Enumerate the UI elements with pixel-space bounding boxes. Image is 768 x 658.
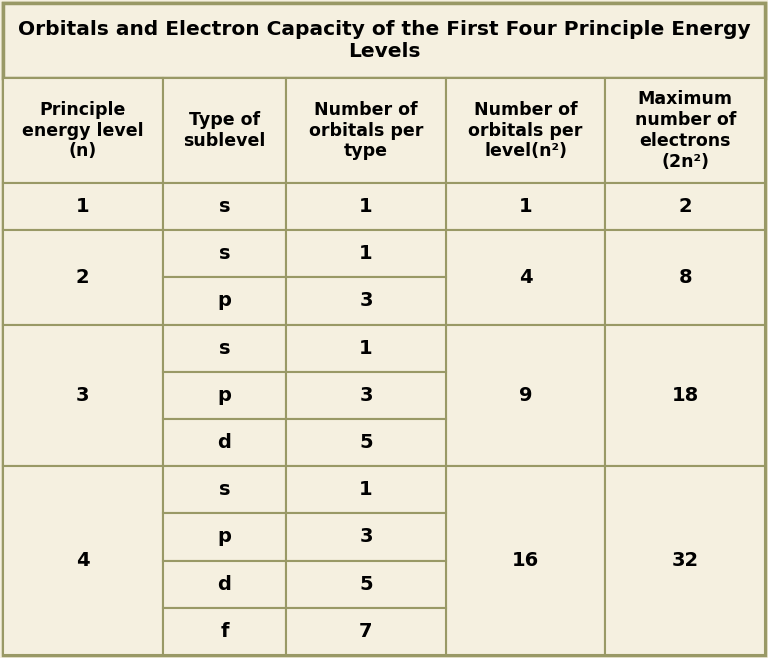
Text: p: p xyxy=(217,386,231,405)
Bar xyxy=(286,513,445,561)
Bar xyxy=(163,230,286,278)
Bar xyxy=(163,608,286,655)
Text: 4: 4 xyxy=(518,268,532,287)
Bar xyxy=(286,278,445,324)
Text: 18: 18 xyxy=(671,386,699,405)
Bar xyxy=(286,230,445,278)
Bar xyxy=(445,183,605,230)
Bar xyxy=(163,513,286,561)
Bar xyxy=(605,183,765,230)
Text: 32: 32 xyxy=(672,551,699,570)
Bar xyxy=(605,78,765,183)
Bar xyxy=(3,230,163,324)
Bar xyxy=(286,78,445,183)
Text: 3: 3 xyxy=(359,528,372,547)
Bar xyxy=(286,467,445,513)
Bar xyxy=(163,561,286,608)
Bar xyxy=(286,372,445,419)
Bar xyxy=(605,230,765,324)
Bar xyxy=(163,419,286,467)
Bar xyxy=(163,78,286,183)
Text: Number of
orbitals per
type: Number of orbitals per type xyxy=(309,101,423,161)
Text: 3: 3 xyxy=(359,291,372,311)
Bar xyxy=(445,467,605,655)
Bar xyxy=(445,230,605,324)
Bar xyxy=(286,324,445,372)
Bar xyxy=(163,278,286,324)
Text: Number of
orbitals per
level(n²): Number of orbitals per level(n²) xyxy=(468,101,583,161)
Text: 1: 1 xyxy=(359,339,372,358)
Text: 5: 5 xyxy=(359,574,372,594)
Text: Orbitals and Electron Capacity of the First Four Principle Energy
Levels: Orbitals and Electron Capacity of the Fi… xyxy=(18,20,750,61)
Bar xyxy=(3,78,163,183)
Text: Principle
energy level
(n): Principle energy level (n) xyxy=(22,101,144,161)
Text: s: s xyxy=(219,197,230,216)
Text: f: f xyxy=(220,622,229,641)
Text: 2: 2 xyxy=(76,268,90,287)
Text: d: d xyxy=(217,574,231,594)
Bar xyxy=(3,467,163,655)
Bar xyxy=(3,3,765,78)
Text: 2: 2 xyxy=(678,197,692,216)
Text: 4: 4 xyxy=(76,551,90,570)
Text: d: d xyxy=(217,433,231,452)
Text: s: s xyxy=(219,480,230,499)
Bar xyxy=(3,324,163,467)
Bar xyxy=(163,324,286,372)
Text: 3: 3 xyxy=(76,386,90,405)
Text: 3: 3 xyxy=(359,386,372,405)
Bar xyxy=(445,324,605,467)
Text: 7: 7 xyxy=(359,622,372,641)
Text: s: s xyxy=(219,339,230,358)
Bar xyxy=(605,324,765,467)
Text: 1: 1 xyxy=(359,244,372,263)
Text: 8: 8 xyxy=(678,268,692,287)
Text: Maximum
number of
electrons
(2n²): Maximum number of electrons (2n²) xyxy=(634,90,736,170)
Text: 16: 16 xyxy=(512,551,539,570)
Bar xyxy=(286,608,445,655)
Text: 1: 1 xyxy=(359,197,372,216)
Bar xyxy=(286,419,445,467)
Bar xyxy=(445,78,605,183)
Bar xyxy=(163,467,286,513)
Text: 9: 9 xyxy=(519,386,532,405)
Bar xyxy=(605,467,765,655)
Text: 1: 1 xyxy=(518,197,532,216)
Bar xyxy=(286,183,445,230)
Text: 1: 1 xyxy=(359,480,372,499)
Text: 1: 1 xyxy=(76,197,90,216)
Bar xyxy=(286,561,445,608)
Text: s: s xyxy=(219,244,230,263)
Text: 5: 5 xyxy=(359,433,372,452)
Text: p: p xyxy=(217,528,231,547)
Bar xyxy=(163,183,286,230)
Text: Type of
sublevel: Type of sublevel xyxy=(184,111,266,150)
Text: p: p xyxy=(217,291,231,311)
Bar xyxy=(163,372,286,419)
Bar xyxy=(3,183,163,230)
